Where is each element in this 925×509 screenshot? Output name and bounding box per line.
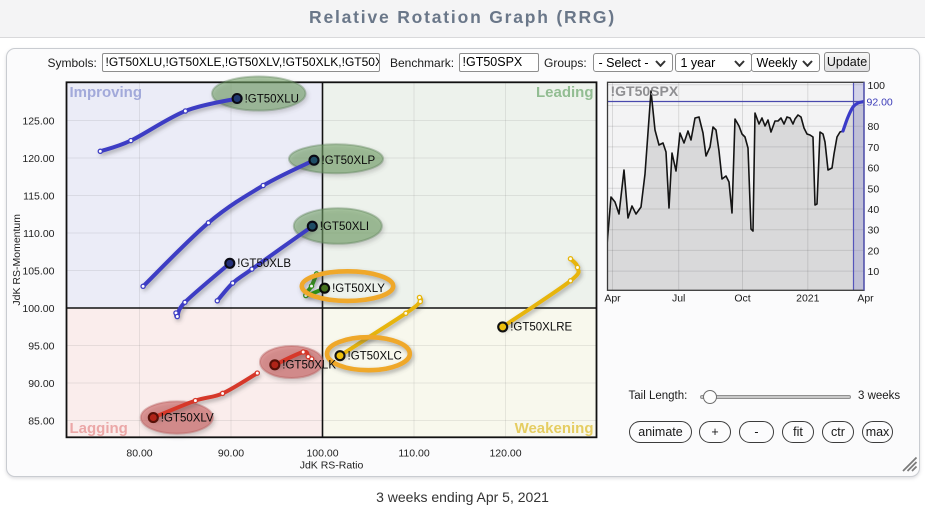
svg-text:!GT50XLV: !GT50XLV [161, 412, 214, 424]
svg-text:100: 100 [868, 80, 886, 92]
svg-text:120.00: 120.00 [489, 448, 521, 460]
svg-text:30: 30 [868, 225, 880, 237]
svg-text:!GT50XLRE: !GT50XLRE [510, 322, 572, 334]
svg-text:Apr: Apr [857, 293, 874, 305]
svg-text:70: 70 [868, 142, 880, 154]
svg-text:100.00: 100.00 [306, 448, 338, 460]
svg-text:20: 20 [868, 245, 880, 257]
svg-text:Leading: Leading [536, 84, 594, 101]
svg-text:115.00: 115.00 [23, 191, 54, 203]
svg-text:!GT50XLK: !GT50XLK [282, 360, 336, 372]
svg-text:10: 10 [868, 266, 880, 278]
svg-text:Weakening: Weakening [515, 420, 594, 437]
svg-text:2021: 2021 [796, 293, 820, 305]
svg-text:Apr: Apr [604, 293, 621, 305]
svg-text:95.00: 95.00 [28, 341, 54, 353]
svg-text:!GT50XLP: !GT50XLP [322, 155, 376, 167]
svg-text:!GT50XLC: !GT50XLC [348, 351, 402, 363]
svg-text:90.00: 90.00 [218, 448, 244, 460]
svg-text:105.00: 105.00 [22, 266, 54, 278]
svg-text:!GT50XLB: !GT50XLB [237, 258, 291, 270]
svg-text:90.00: 90.00 [28, 378, 54, 390]
svg-text:110.00: 110.00 [398, 448, 429, 460]
svg-text:!GT50XLU: !GT50XLU [245, 93, 299, 105]
svg-text:80.00: 80.00 [126, 448, 152, 460]
svg-text:50: 50 [868, 183, 880, 195]
svg-text:92.00: 92.00 [867, 97, 893, 109]
svg-text:!GT50XLY: !GT50XLY [332, 283, 385, 295]
svg-text:Jul: Jul [672, 293, 685, 305]
svg-text:Improving: Improving [70, 84, 143, 101]
svg-text:120.00: 120.00 [22, 153, 54, 165]
svg-text:JdK RS-Momentum: JdK RS-Momentum [11, 214, 23, 306]
svg-text:125.00: 125.00 [22, 116, 54, 128]
svg-text:!GT50XLI: !GT50XLI [320, 221, 369, 233]
svg-text:100.00: 100.00 [22, 303, 54, 315]
svg-text:!GT50SPX: !GT50SPX [611, 83, 679, 99]
svg-text:80: 80 [868, 121, 880, 133]
svg-text:110.00: 110.00 [23, 228, 54, 240]
svg-text:85.00: 85.00 [28, 416, 54, 428]
svg-text:Oct: Oct [734, 293, 750, 305]
svg-text:40: 40 [868, 204, 880, 216]
svg-text:Lagging: Lagging [70, 420, 128, 437]
svg-text:60: 60 [868, 163, 880, 175]
svg-text:JdK RS-Ratio: JdK RS-Ratio [300, 460, 364, 472]
